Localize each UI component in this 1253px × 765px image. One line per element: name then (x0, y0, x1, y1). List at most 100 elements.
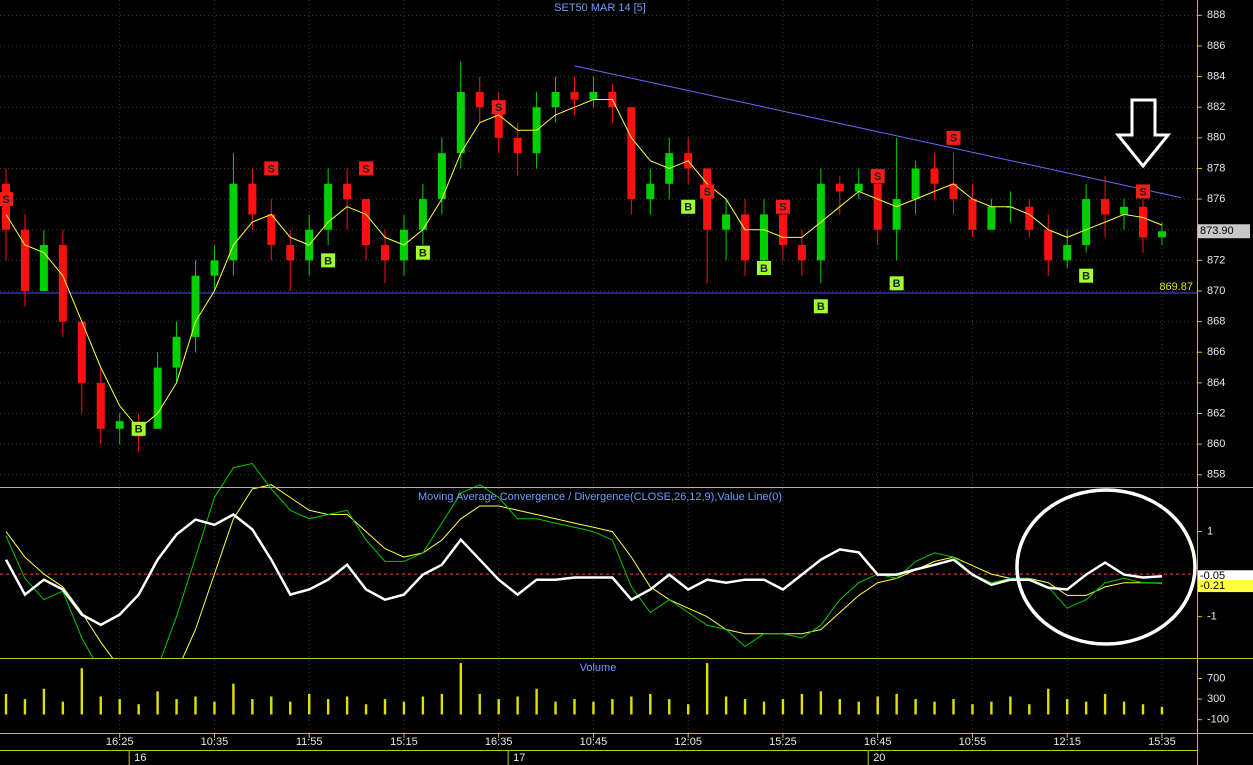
candle-body (248, 183, 257, 215)
candle-body (1082, 199, 1091, 246)
volume-bar (478, 693, 481, 715)
signal-label: S (779, 202, 786, 214)
signal-label: S (1139, 186, 1146, 198)
last-price-label: 873.90 (1200, 225, 1234, 237)
volume-bar (1141, 704, 1145, 715)
volume-bar (80, 668, 83, 715)
y-tick-label: 880 (1207, 132, 1225, 144)
day-label: 16 (134, 752, 146, 764)
candle-body (930, 168, 939, 184)
candle-body (77, 321, 86, 383)
volume-bar (781, 699, 785, 715)
y-tick-label: -1 (1207, 611, 1217, 623)
candle-body (760, 214, 768, 261)
candle-body (627, 107, 636, 200)
y-tick-label: 1 (1207, 525, 1213, 537)
volume-bar (535, 688, 538, 715)
volume-bar (61, 701, 65, 715)
volume-bar (724, 696, 728, 715)
x-tick-label: 10:55 (959, 736, 987, 748)
candle-body (911, 168, 920, 200)
candle-body (854, 183, 863, 192)
candle-body (646, 183, 655, 200)
volume-bar (383, 699, 387, 715)
candle-body (20, 229, 29, 291)
x-tick-label: 11:55 (296, 736, 323, 748)
signal-label: B (324, 255, 332, 267)
candle-body (1139, 206, 1147, 238)
volume-bar (421, 696, 425, 715)
x-tick-label: 16:35 (485, 736, 513, 748)
end-value-box (1198, 570, 1253, 583)
y-tick-label: 700 (1207, 672, 1225, 684)
signal-box (321, 253, 336, 268)
volume-bar (649, 693, 652, 715)
volume-bar (990, 701, 993, 715)
candle-body (2, 183, 10, 230)
volume-bar (592, 701, 595, 715)
signal-label: B (817, 301, 825, 313)
y-tick-label: -100 (1207, 714, 1229, 726)
signal-label: S (2, 194, 9, 206)
volume-bar (213, 701, 216, 715)
signal-label: S (874, 171, 881, 183)
y-tick-label: 300 (1207, 693, 1225, 705)
volume-bar (819, 691, 823, 715)
candle-body (949, 183, 958, 200)
end-value-label: -0.21 (1200, 580, 1225, 592)
annotation-arrow (1114, 98, 1172, 169)
volume-bar (4, 693, 8, 715)
candle-body (892, 199, 901, 230)
signal-label: B (1082, 271, 1090, 283)
signal-box (757, 261, 771, 276)
volume-bar (554, 701, 557, 715)
volume-bar (1009, 696, 1012, 715)
volume-bar (914, 699, 917, 715)
candle-body (191, 275, 200, 337)
candle-body (741, 214, 750, 261)
signal-label: B (419, 248, 427, 260)
volume-bar (251, 699, 254, 715)
x-tick-label: 12:15 (1053, 736, 1081, 748)
signal-label: B (760, 263, 768, 275)
signal-box (681, 199, 696, 214)
y-tick-label: 860 (1207, 438, 1225, 450)
candle-body (153, 367, 162, 429)
candle-body (703, 168, 712, 230)
volume-bar (895, 693, 898, 715)
volume-bar (364, 704, 368, 715)
volume-bar (705, 663, 709, 715)
signal-box (491, 100, 506, 115)
support-label: 869.87 (1159, 281, 1193, 293)
candle-body (589, 91, 598, 100)
signal-box (1136, 184, 1150, 199)
signal-box (1079, 268, 1094, 283)
candle-body (418, 199, 427, 230)
signal-box (813, 299, 828, 314)
volume-bar (876, 696, 879, 715)
volume-bar (175, 699, 178, 715)
candle-body (229, 183, 238, 261)
candle-body (381, 245, 389, 261)
volume-bar (1047, 688, 1050, 715)
volume-bar (838, 699, 841, 715)
y-tick-label: 876 (1207, 193, 1225, 205)
x-tick-label: 12:05 (674, 736, 702, 748)
volume-bar (42, 688, 46, 715)
x-tick-label: 16:45 (864, 736, 892, 748)
volume-bar (1103, 693, 1107, 715)
volume-bar (289, 701, 292, 715)
volume-bar (933, 701, 936, 715)
volume-bars (4, 663, 1164, 715)
volume-bar (194, 696, 197, 715)
panel-title: Volume (580, 662, 617, 674)
macd-lines (4, 462, 1163, 658)
panel-title: Moving Average Convergence / Divergence(… (418, 491, 782, 503)
trendline (574, 65, 1182, 199)
signal-box (946, 130, 961, 145)
volume-bar (762, 701, 766, 715)
volume-bar (232, 683, 235, 715)
